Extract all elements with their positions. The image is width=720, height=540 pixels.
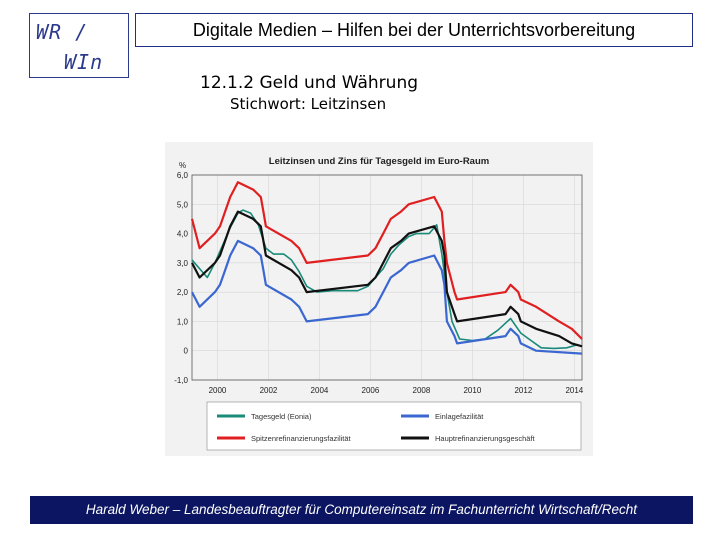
chart-ticks: 6,0 5,0 4,0 3,0 2,0 1,0 0 -1,0 2000 2002 2004 2006 2…	[174, 171, 584, 395]
y-tick-label: -1,0	[174, 376, 188, 385]
y-tick-label: 4,0	[177, 230, 189, 239]
x-tick-label: 2006	[362, 386, 380, 395]
chart-title: Leitzinsen und Zins für Tagesgeld im Eur…	[269, 156, 489, 167]
series-line-einlagefazilit-t	[191, 239, 583, 355]
x-tick-label: 2000	[209, 386, 227, 395]
x-tick-label: 2014	[565, 386, 583, 395]
footer-bar: Harald Weber – Landesbeauftragter für Co…	[30, 496, 693, 524]
series-line-tagesgeld-eonia	[191, 209, 578, 350]
legend-label: Hauptrefinanzierungsgeschäft	[435, 434, 536, 443]
legend-label: Spitzenrefinanzierungsfazilität	[251, 434, 352, 443]
legend-label: Tagesgeld (Eonia)	[251, 412, 312, 421]
y-tick-label: 3,0	[177, 259, 189, 268]
y-tick-label: 0	[184, 347, 189, 356]
y-axis-label: %	[179, 161, 186, 170]
logo-line-2: WIn	[64, 50, 104, 74]
x-tick-label: 2008	[413, 386, 431, 395]
y-tick-label: 2,0	[177, 288, 189, 297]
y-tick-label: 1,0	[177, 317, 189, 326]
x-tick-label: 2010	[463, 386, 481, 395]
y-tick-label: 6,0	[177, 171, 189, 180]
series-line-spitzenrefinanzierungsfazilit-t	[190, 181, 583, 340]
logo: WR / WIn	[29, 13, 129, 78]
y-tick-label: 5,0	[177, 200, 189, 209]
header-bar: Digitale Medien – Hilfen bei der Unterri…	[135, 13, 693, 47]
logo-line-1: WR /	[36, 20, 89, 44]
x-tick-label: 2002	[260, 386, 278, 395]
footer-text: Harald Weber – Landesbeauftragter für Co…	[85, 502, 638, 517]
legend-label: Einlagefazilität	[435, 412, 484, 421]
chart-legend-items: Tagesgeld (Eonia) Einlagefazilität Spitzen…	[217, 412, 536, 443]
chart-image: Leitzinsen und Zins für Tagesgeld im Eur…	[165, 142, 593, 456]
section-subheading: Stichwort: Leitzinsen	[230, 95, 387, 113]
section-heading: 12.1.2 Geld und Währung	[200, 73, 419, 93]
x-tick-label: 2012	[514, 386, 532, 395]
page-title: Digitale Medien – Hilfen bei der Unterri…	[192, 20, 636, 40]
plot-border	[191, 174, 583, 381]
x-tick-label: 2004	[311, 386, 329, 395]
chart-legend	[206, 401, 582, 451]
series-line-hauptrefinanzierungsgesch-ft	[191, 210, 583, 348]
interest-rate-chart: Leitzinsen und Zins für Tagesgeld im Eur…	[165, 142, 593, 456]
chart-series	[190, 181, 583, 355]
